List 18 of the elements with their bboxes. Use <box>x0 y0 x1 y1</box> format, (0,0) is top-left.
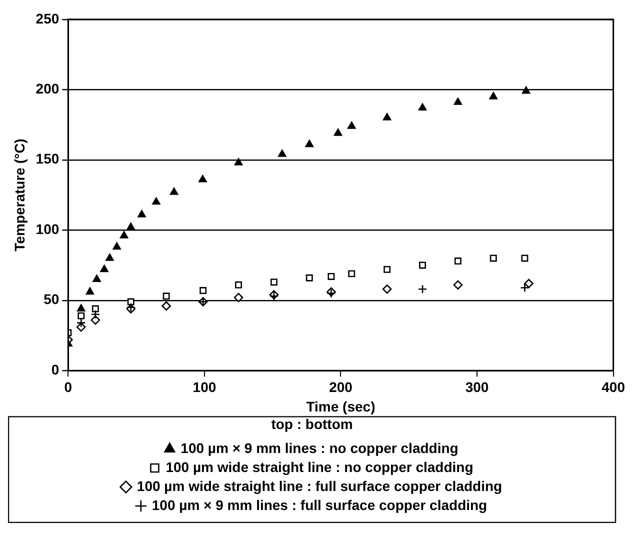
legend-label: 100 µm wide straight line : no copper cladding <box>166 458 474 475</box>
x-tick-label: 0 <box>64 378 72 395</box>
legend-title: top : bottom <box>271 416 353 432</box>
legend-label: 100 µm × 9 mm lines : no copper cladding <box>180 440 458 456</box>
x-tick-label: 300 <box>465 378 489 395</box>
x-tick-label: 100 <box>192 378 216 395</box>
y-axis-title: Temperature (°C) <box>11 138 28 252</box>
y-tick-label: 0 <box>51 361 60 378</box>
y-tick-label: 150 <box>36 150 60 167</box>
y-tick-label: 100 <box>36 220 60 237</box>
legend-label: 100 µm wide straight line : full surface copper cladding <box>136 478 502 494</box>
y-tick-label: 200 <box>36 80 60 96</box>
x-axis-title: Time (sec) <box>306 398 376 415</box>
y-tick-label: 50 <box>44 291 60 308</box>
x-tick-label: 400 <box>602 378 626 395</box>
legend-label: 100 µm × 9 mm lines : full surface copper cladding <box>152 496 488 513</box>
x-tick-label: 200 <box>329 378 353 395</box>
y-tick-label: 250 <box>36 10 60 26</box>
